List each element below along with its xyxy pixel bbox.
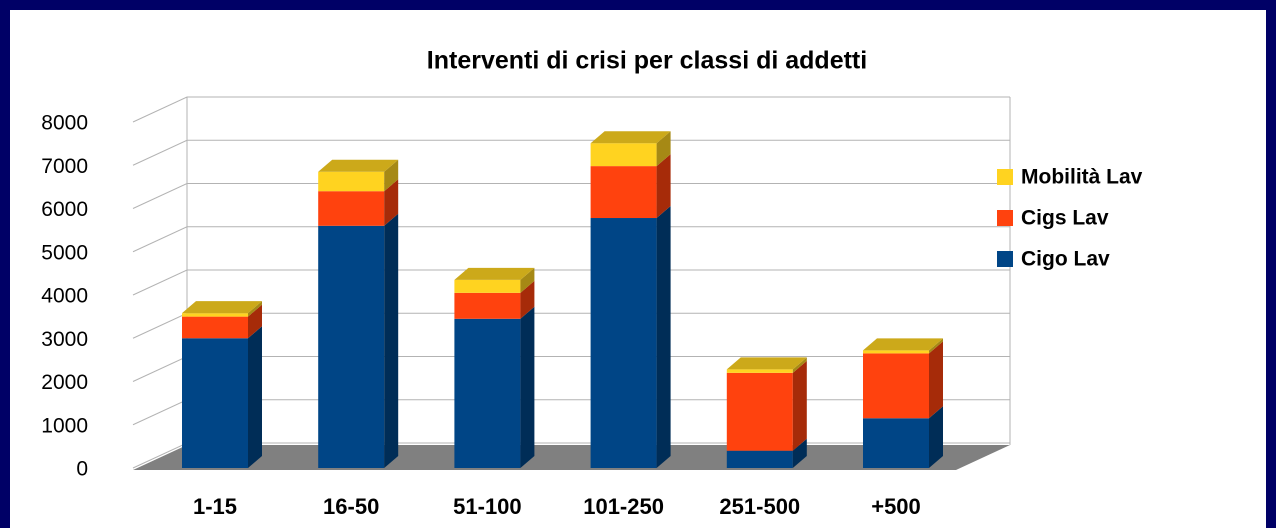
y-tick-label: 1000 — [41, 414, 88, 437]
bar-top — [454, 267, 535, 280]
bar-segment — [454, 279, 521, 293]
bar-side — [792, 357, 807, 373]
bar-side — [656, 154, 671, 219]
x-tick-label: 51-100 — [453, 494, 522, 519]
bar-top — [726, 357, 807, 370]
bar-segment — [454, 318, 521, 468]
bar-side — [656, 206, 671, 468]
bar-segment — [318, 171, 385, 192]
grid-line — [132, 139, 1010, 166]
grid-line — [132, 96, 1010, 123]
legend-swatch — [997, 210, 1013, 226]
y-tick-label: 0 — [76, 458, 88, 481]
legend-label: Mobilità Lav — [1021, 166, 1143, 189]
x-tick-label: 251-500 — [719, 494, 800, 519]
grid-line — [132, 183, 1010, 209]
grid-line — [132, 269, 1010, 296]
bar-side — [248, 301, 262, 317]
x-tick-label: +500 — [871, 494, 921, 519]
bar-side — [792, 438, 807, 468]
bar-top — [318, 159, 399, 172]
bar-segment — [863, 350, 929, 354]
x-tick-label: 1-15 — [193, 494, 237, 519]
bar-segment — [454, 292, 521, 319]
bar-side — [929, 406, 943, 468]
bar-side — [384, 213, 399, 468]
y-tick-label: 6000 — [41, 198, 88, 221]
bar-segment — [590, 166, 657, 219]
bar-side — [520, 267, 535, 293]
bar-segment — [182, 313, 248, 317]
bar-segment — [726, 450, 793, 468]
bar-top — [182, 301, 262, 314]
bar-segment — [863, 418, 929, 468]
x-tick-label: 16-50 — [323, 494, 379, 519]
bar-side — [520, 280, 535, 319]
bar-side — [792, 360, 807, 451]
y-tick-label: 3000 — [41, 328, 88, 351]
y-tick-label: 8000 — [41, 112, 88, 135]
bar-segment — [590, 143, 657, 167]
y-tick-label: 5000 — [41, 241, 88, 264]
bar-segment — [318, 191, 385, 226]
bar-top — [863, 338, 943, 351]
bar-side — [248, 304, 262, 339]
bar-side — [384, 179, 399, 226]
bar-segment — [863, 353, 929, 419]
bar-segment — [318, 225, 385, 468]
legend-label: Cigo Lav — [1021, 248, 1110, 271]
bar-side — [520, 306, 535, 468]
legend-label: Cigs Lav — [1021, 207, 1109, 230]
y-tick-label: 7000 — [41, 155, 88, 178]
bar-side — [248, 326, 262, 468]
grid-line — [132, 226, 1010, 253]
y-tick-label: 2000 — [41, 371, 88, 394]
bar-top — [590, 131, 671, 144]
y-tick-label: 4000 — [41, 285, 88, 308]
bar-side — [656, 131, 671, 167]
x-tick-label: 101-250 — [583, 494, 664, 519]
bar-side — [929, 338, 943, 354]
bar-side — [384, 159, 399, 192]
bar-segment — [726, 372, 793, 451]
bar-segment — [590, 218, 657, 468]
bar-side — [929, 341, 943, 419]
legend-swatch — [997, 251, 1013, 267]
bar-segment — [182, 316, 248, 339]
bar-segment — [182, 338, 248, 468]
legend-swatch — [997, 169, 1013, 185]
bar-segment — [726, 369, 793, 373]
chart-title: Interventi di crisi per classi di addett… — [427, 47, 867, 75]
